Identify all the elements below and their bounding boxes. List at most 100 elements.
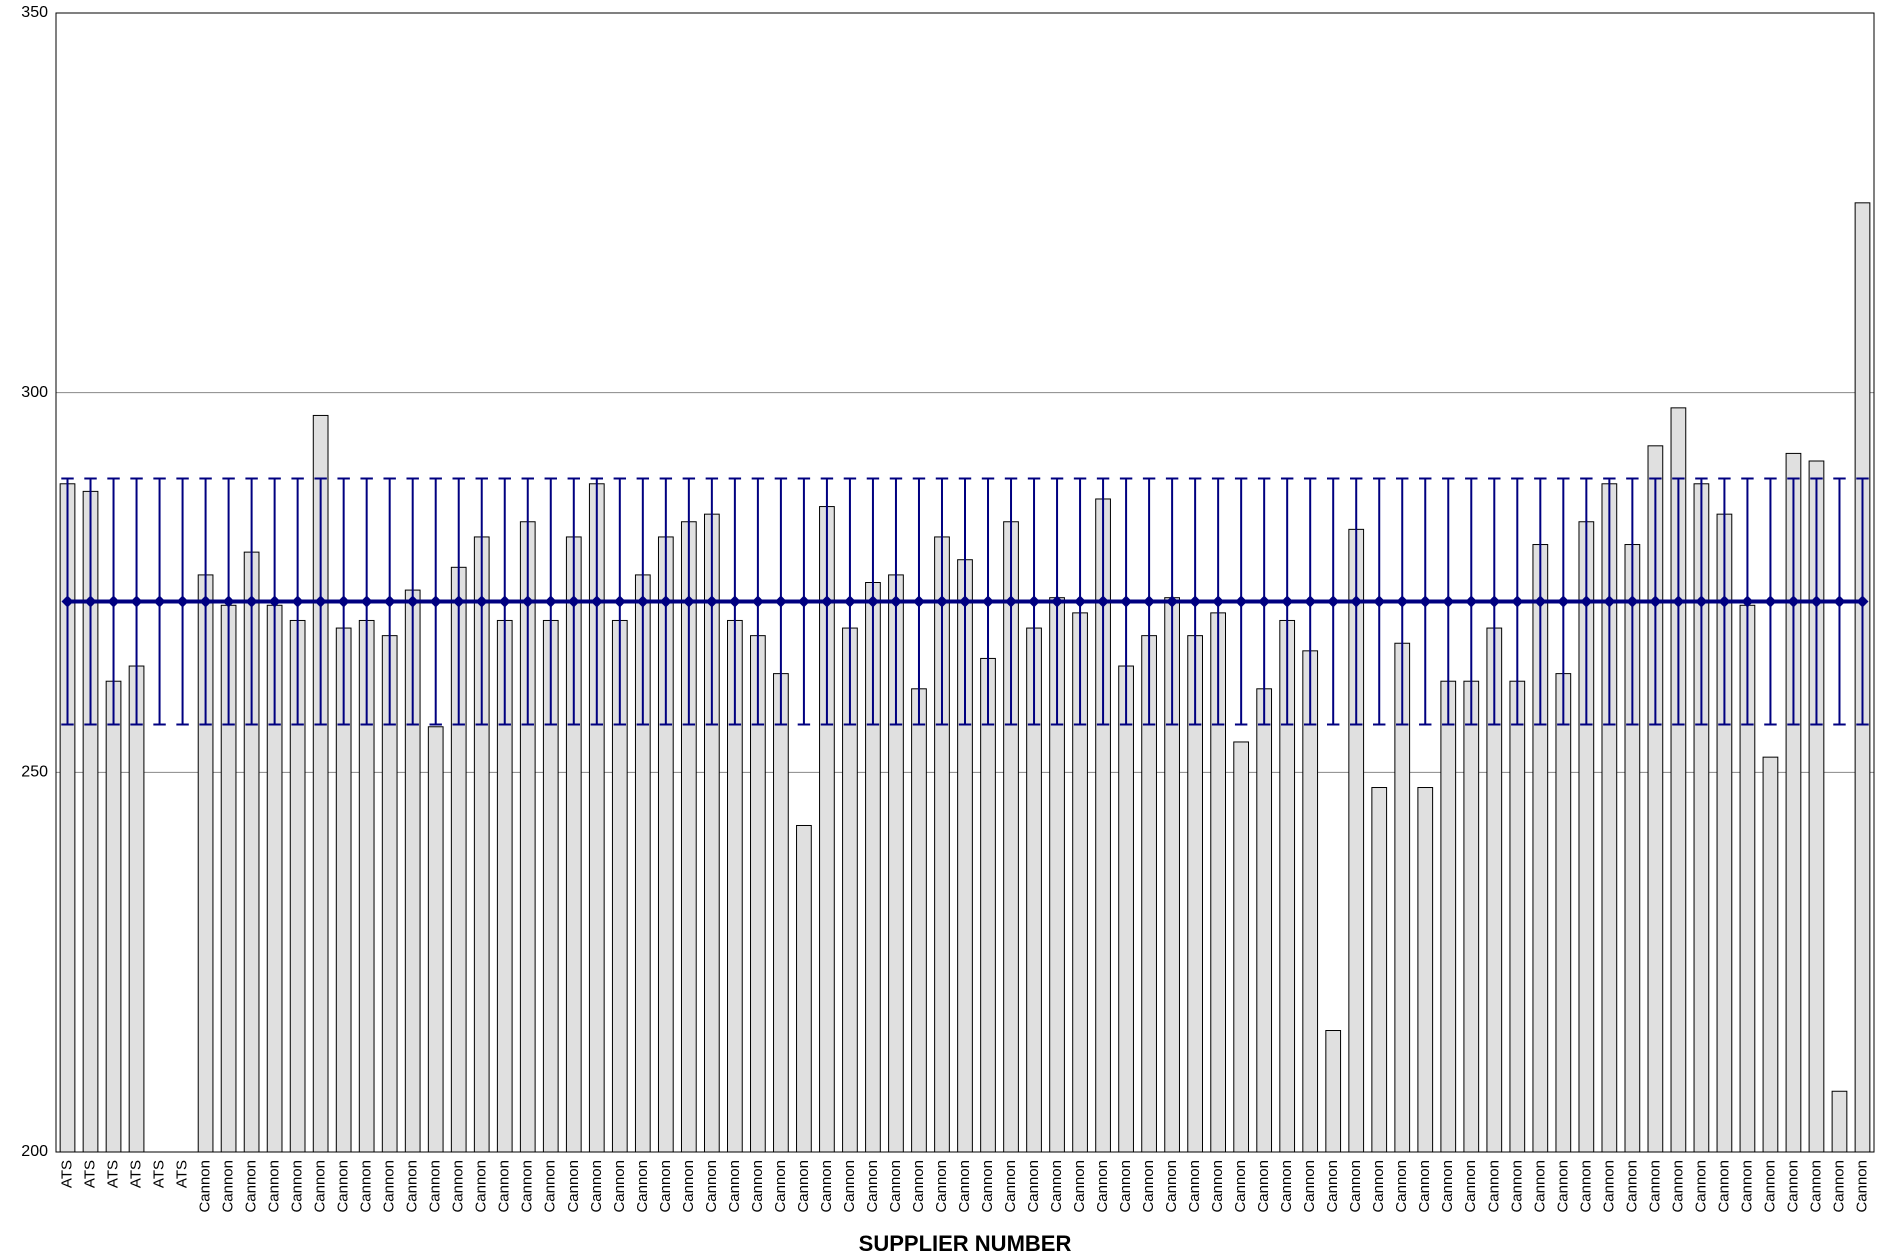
x-tick-label: Cannon [473,1160,490,1213]
line-marker [498,595,511,608]
x-tick-label: Cannon [1232,1160,1249,1213]
y-tick-label: 300 [21,384,48,401]
line-marker [1051,595,1064,608]
line-marker [935,595,948,608]
line-marker [1350,595,1363,608]
line-marker [1258,595,1271,608]
x-tick-label: Cannon [1117,1160,1134,1213]
x-tick-label: Cannon [1255,1160,1272,1213]
x-tick-label: Cannon [680,1160,697,1213]
y-tick-label: 350 [21,4,48,21]
line-marker [1695,595,1708,608]
line-marker [1396,595,1409,608]
x-tick-label: Cannon [864,1160,881,1213]
x-tick-label: Cannon [1025,1160,1042,1213]
line-marker [1580,595,1593,608]
line-marker [1626,595,1639,608]
line-marker [1718,595,1731,608]
bar [1670,407,1687,1153]
line-marker [406,595,419,608]
x-tick-label: Cannon [910,1160,927,1213]
x-tick-label: Cannon [795,1160,812,1213]
line-marker [153,595,166,608]
line-marker [84,595,97,608]
x-tick-label: Cannon [1554,1160,1571,1213]
line-marker [1028,595,1041,608]
line-marker [705,595,718,608]
line-marker [475,595,488,608]
x-tick-label: Cannon [634,1160,651,1213]
y-tick-label: 200 [21,1143,48,1160]
x-tick-label: Cannon [220,1160,237,1213]
line-marker [130,595,143,608]
bar [128,665,145,1153]
x-tick-label: Cannon [1393,1160,1410,1213]
x-tick-label: ATS [105,1160,122,1188]
line-marker [590,595,603,608]
x-tick-label: Cannon [1002,1160,1019,1213]
x-tick-label: Cannon [1508,1160,1525,1213]
line-marker [751,595,764,608]
bar [980,657,996,1153]
x-tick-label: Cannon [1462,1160,1479,1213]
x-tick-label: Cannon [266,1160,283,1213]
line-marker [1005,595,1018,608]
x-tick-label: Cannon [1623,1160,1640,1213]
x-tick-label: Cannon [1807,1160,1824,1213]
x-tick-label: Cannon [1370,1160,1387,1213]
bar [1417,787,1434,1153]
x-tick-label: Cannon [933,1160,950,1213]
bar [796,824,812,1153]
line-marker [889,595,902,608]
x-tick-label: Cannon [1209,1160,1226,1213]
x-tick-label: Cannon [427,1160,444,1213]
x-tick-label: Cannon [749,1160,766,1213]
line-marker [291,595,304,608]
x-tick-label: Cannon [565,1160,582,1213]
x-tick-label: Cannon [1784,1160,1801,1213]
x-tick-label: Cannon [289,1160,306,1213]
x-tick-label: Cannon [1600,1160,1617,1213]
x-tick-label: Cannon [611,1160,628,1213]
bar [105,680,122,1153]
x-tick-label: Cannon [956,1160,973,1213]
x-tick-label: Cannon [1071,1160,1088,1213]
bar [1785,452,1802,1153]
x-tick-label: Cannon [197,1160,214,1213]
x-tick-label: Cannon [1301,1160,1318,1213]
bar [1325,1030,1342,1153]
line-marker [1166,595,1179,608]
line-marker [268,595,281,608]
bar [1509,680,1526,1153]
bar [1302,650,1319,1153]
x-tick-label: Cannon [1347,1160,1364,1213]
x-tick-label: Cannon [1830,1160,1847,1213]
x-tick-label: Cannon [1186,1160,1203,1213]
line-marker [222,595,235,608]
bar [1647,445,1664,1153]
x-tick-label: Cannon [1416,1160,1433,1213]
line-marker [383,595,396,608]
x-tick-label: Cannon [519,1160,536,1213]
line-marker [1603,595,1616,608]
x-tick-label: Cannon [979,1160,996,1213]
bar [427,726,444,1153]
line-marker [1120,595,1133,608]
x-tick-label: Cannon [542,1160,559,1213]
x-tick-label: Cannon [1324,1160,1341,1213]
line-marker [959,595,971,608]
x-tick-label: Cannon [335,1160,352,1213]
line-marker [1442,595,1455,608]
bar [1233,741,1250,1153]
line-marker [544,595,557,608]
line-marker [1281,595,1294,608]
line-marker [843,595,856,608]
line-marker [866,595,879,608]
x-tick-label: Cannon [1485,1160,1502,1213]
line-marker [682,595,695,608]
line-marker [1488,595,1501,608]
x-tick-label: Cannon [726,1160,743,1213]
line-marker [1741,595,1754,608]
x-tick-label: Cannon [450,1160,467,1213]
